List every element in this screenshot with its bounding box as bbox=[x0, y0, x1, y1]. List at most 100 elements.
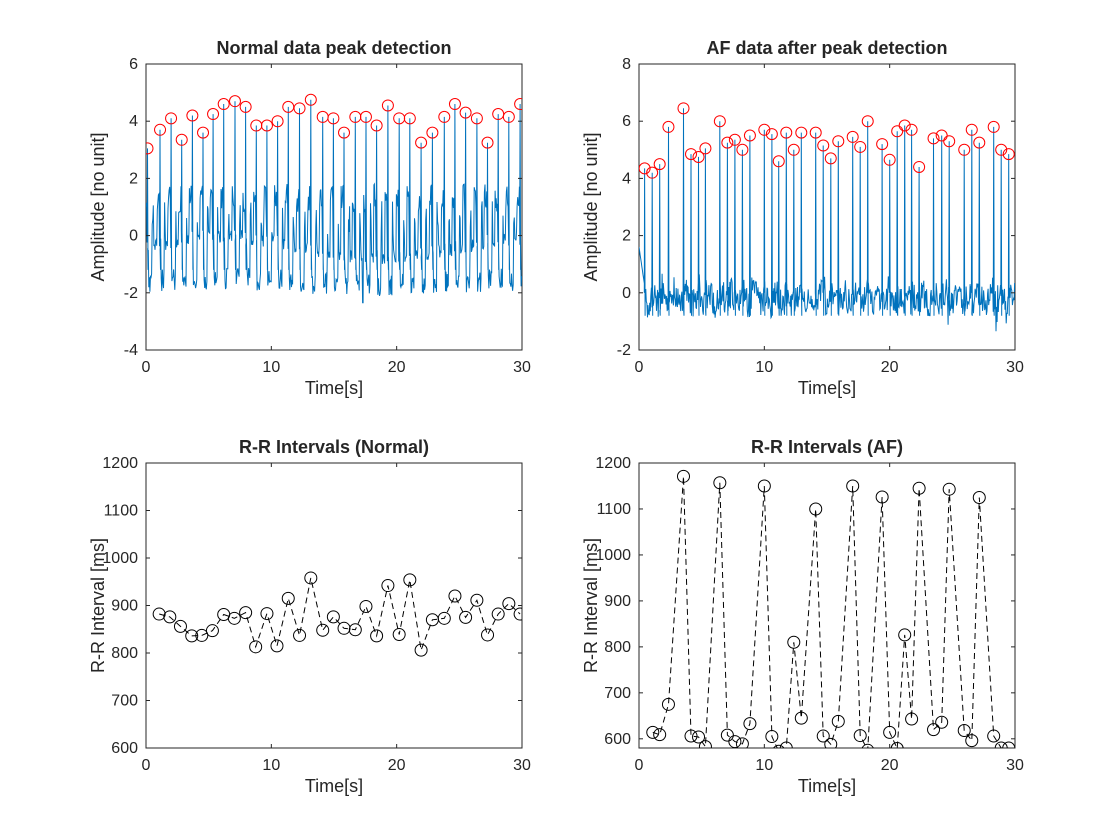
x-axis-label: Time[s] bbox=[798, 776, 856, 796]
plot-content bbox=[639, 102, 1015, 332]
y-tick-label: -4 bbox=[124, 342, 138, 359]
peak-marker bbox=[995, 143, 1008, 156]
peak-marker bbox=[692, 150, 705, 163]
rr-point bbox=[824, 737, 838, 748]
rr-point bbox=[392, 627, 406, 641]
peak-marker bbox=[370, 119, 383, 132]
peak-marker bbox=[514, 98, 522, 111]
rr-point bbox=[912, 481, 926, 495]
rr-point bbox=[281, 591, 295, 605]
peak-marker bbox=[758, 123, 771, 136]
rr-point bbox=[502, 597, 516, 611]
peak-marker bbox=[965, 123, 978, 136]
rr-point bbox=[735, 737, 749, 748]
peak-marker bbox=[448, 98, 461, 111]
rr-point bbox=[403, 573, 417, 587]
rr-point bbox=[743, 717, 757, 731]
peak-marker bbox=[459, 106, 472, 119]
y-tick-label: 1100 bbox=[104, 503, 139, 520]
y-tick-label: 4 bbox=[622, 170, 631, 187]
y-axis-label: Amplitude [no unit] bbox=[88, 132, 108, 281]
y-tick-label: 4 bbox=[129, 113, 138, 130]
y-tick-label: 1000 bbox=[595, 547, 631, 564]
peak-marker bbox=[154, 123, 167, 136]
rr-point bbox=[905, 712, 919, 726]
rr-point bbox=[470, 593, 484, 607]
peak-marker bbox=[721, 136, 734, 149]
y-tick-label: 700 bbox=[111, 693, 138, 710]
x-tick-label: 20 bbox=[388, 359, 406, 376]
peak-marker bbox=[699, 142, 712, 155]
peak-marker bbox=[817, 139, 830, 152]
y-axis-label: R-R Interval [ms] bbox=[581, 538, 601, 673]
peak-marker bbox=[685, 148, 698, 161]
peak-marker bbox=[415, 136, 428, 149]
rr-point bbox=[765, 730, 779, 744]
rr-point bbox=[227, 611, 241, 625]
rr-point bbox=[195, 628, 209, 642]
rr-point bbox=[861, 743, 874, 748]
rr-point bbox=[965, 734, 979, 748]
y-tick-label: 1000 bbox=[102, 550, 138, 567]
rr-point bbox=[684, 729, 698, 743]
rr-point bbox=[249, 640, 263, 654]
peak-marker bbox=[927, 132, 940, 145]
rr-point bbox=[326, 610, 340, 624]
peak-marker bbox=[943, 135, 956, 148]
peak-marker bbox=[787, 143, 800, 156]
y-tick-label: 1200 bbox=[102, 455, 138, 472]
rr-point bbox=[1002, 741, 1015, 748]
chart-title: Normal data peak detection bbox=[216, 38, 451, 58]
peak-marker bbox=[438, 110, 451, 123]
peak-marker bbox=[175, 133, 188, 146]
rr-point bbox=[935, 715, 949, 729]
peak-marker bbox=[1002, 148, 1015, 161]
peak-marker bbox=[646, 166, 659, 179]
peak-marker bbox=[293, 102, 306, 115]
peak-marker bbox=[832, 135, 845, 148]
peak-marker bbox=[304, 93, 317, 106]
x-axis-label: Time[s] bbox=[305, 776, 363, 796]
peak-marker bbox=[207, 108, 220, 121]
peak-marker bbox=[765, 128, 778, 141]
peak-marker bbox=[470, 112, 483, 125]
y-tick-label: 6 bbox=[622, 113, 631, 130]
rr-point bbox=[846, 479, 860, 493]
rr-point bbox=[692, 730, 706, 744]
y-tick-label: 0 bbox=[622, 285, 631, 302]
x-tick-label: 30 bbox=[1006, 359, 1024, 376]
rr-point bbox=[293, 628, 307, 642]
rr-point bbox=[304, 571, 318, 585]
x-tick-label: 20 bbox=[388, 757, 406, 774]
rr-point bbox=[359, 599, 373, 613]
peak-marker bbox=[905, 123, 918, 136]
peak-marker bbox=[883, 153, 896, 166]
rr-point bbox=[987, 729, 1001, 743]
chart-panel-4: 0 10 20 30 600 700 800 900 1000 1100 1200 R-R Inter… bbox=[581, 437, 1024, 796]
peak-marker bbox=[677, 102, 690, 115]
signal-line bbox=[146, 99, 522, 304]
peak-marker bbox=[973, 136, 986, 149]
x-tick-label: 10 bbox=[262, 359, 280, 376]
chart-title: R-R Intervals (Normal) bbox=[239, 437, 429, 457]
rr-point bbox=[676, 469, 690, 483]
x-tick-label: 20 bbox=[881, 359, 899, 376]
peak-marker bbox=[987, 120, 1000, 133]
peak-marker bbox=[861, 115, 874, 128]
y-tick-label: 2 bbox=[129, 170, 138, 187]
rr-point bbox=[481, 628, 495, 642]
rr-point bbox=[348, 623, 362, 637]
rr-point bbox=[728, 735, 742, 748]
rr-point bbox=[713, 476, 727, 490]
peak-marker bbox=[913, 160, 926, 173]
plot-area bbox=[145, 462, 523, 749]
rr-point bbox=[414, 643, 428, 657]
peak-marker bbox=[713, 115, 726, 128]
peak-marker bbox=[327, 112, 340, 125]
rr-point bbox=[831, 714, 845, 728]
peak-marker bbox=[639, 162, 651, 175]
peak-marker bbox=[197, 126, 210, 139]
y-tick-label: 0 bbox=[129, 228, 138, 245]
rr-point bbox=[890, 741, 904, 748]
